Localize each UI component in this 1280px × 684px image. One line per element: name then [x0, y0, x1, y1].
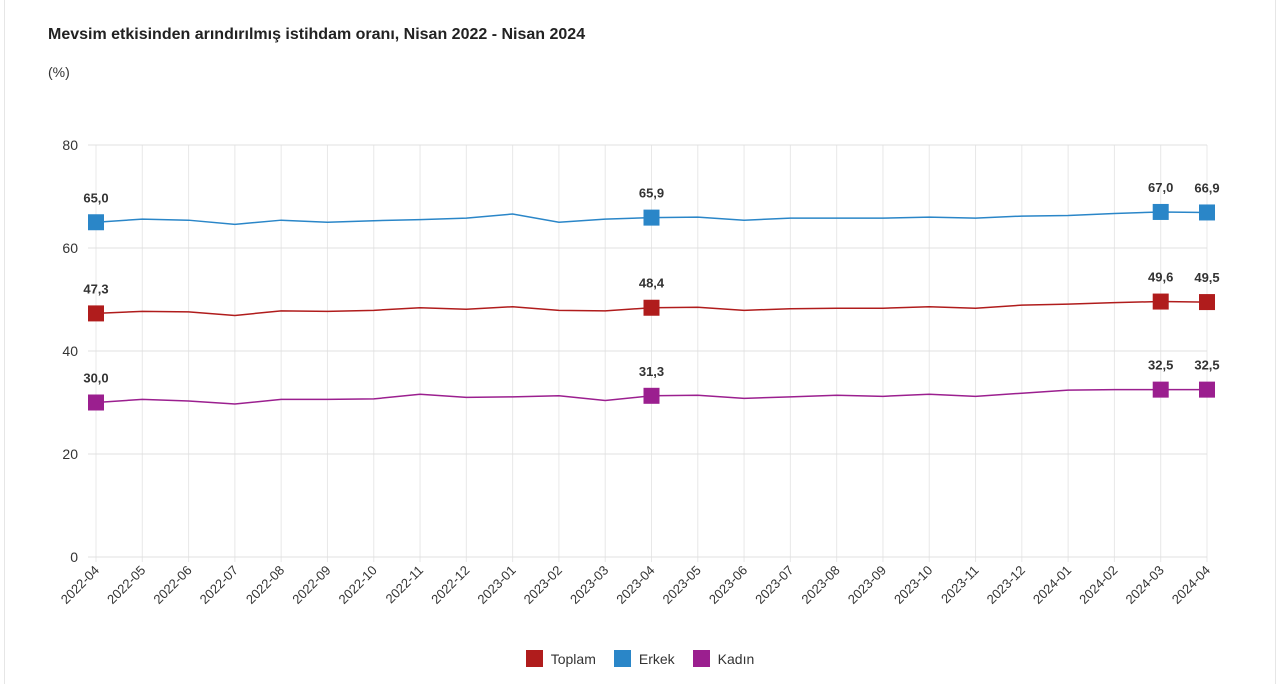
x-tick-label: 2022-07 [197, 563, 241, 607]
x-tick-label: 2024-03 [1122, 563, 1166, 607]
y-tick-label: 40 [62, 343, 78, 359]
x-tick-label: 2023-07 [752, 563, 796, 607]
data-point-marker [1199, 204, 1215, 221]
data-point-marker [643, 299, 660, 316]
data-label: 48,4 [639, 276, 665, 291]
data-label: 32,5 [1148, 358, 1173, 373]
data-label: 65,9 [639, 186, 664, 201]
x-tick-label: 2024-02 [1076, 563, 1120, 607]
data-point-marker [88, 394, 104, 411]
y-tick-label: 20 [62, 446, 78, 462]
legend-item-erkek[interactable]: Erkek [613, 650, 675, 667]
x-tick-label: 2022-06 [150, 563, 194, 607]
x-tick-label: 2023-12 [984, 563, 1028, 607]
data-point-marker [643, 387, 660, 404]
x-tick-label: 2023-10 [891, 563, 935, 607]
y-tick-label: 60 [62, 240, 78, 256]
data-label: 49,6 [1148, 270, 1173, 285]
x-tick-label: 2022-05 [104, 563, 148, 607]
data-point-marker [1199, 381, 1215, 398]
y-tick-label: 0 [70, 549, 78, 565]
chart-frame [4, 0, 1276, 684]
legend-swatch [613, 650, 631, 667]
legend-item-toplam[interactable]: Toplam [525, 650, 596, 667]
x-tick-label: 2023-06 [706, 563, 750, 607]
x-tick-label: 2023-04 [613, 563, 657, 607]
data-label: 66,9 [1194, 180, 1219, 195]
data-point-marker [1152, 293, 1169, 310]
x-tick-label: 2022-04 [58, 563, 102, 607]
x-tick-label: 2022-11 [382, 563, 426, 607]
x-tick-label: 2023-01 [474, 563, 518, 607]
x-tick-label: 2023-09 [845, 563, 889, 607]
x-tick-label: 2022-09 [289, 563, 333, 607]
legend-swatch [525, 650, 543, 667]
x-tick-label: 2023-05 [660, 563, 704, 607]
data-label: 49,5 [1194, 270, 1219, 285]
x-tick-label: 2023-11 [938, 563, 982, 607]
x-tick-label: 2022-12 [428, 563, 472, 607]
legend-label: Toplam [550, 650, 596, 667]
x-tick-label: 2024-01 [1030, 563, 1074, 607]
x-tick-label: 2024-04 [1169, 563, 1213, 607]
x-tick-label: 2023-03 [567, 563, 611, 607]
legend-item-kadin[interactable]: Kadın [692, 650, 755, 667]
legend-label: Erkek [638, 650, 675, 667]
data-label: 31,3 [639, 364, 664, 379]
data-point-marker [643, 209, 660, 226]
x-tick-label: 2022-10 [336, 563, 380, 607]
data-point-marker [88, 305, 104, 322]
data-point-marker [1152, 203, 1169, 220]
data-label: 30,0 [83, 371, 108, 386]
data-label: 32,5 [1194, 358, 1219, 373]
data-point-marker [1152, 381, 1169, 398]
data-point-marker [1199, 294, 1215, 311]
data-label: 67,0 [1148, 180, 1173, 195]
y-axis-unit: (%) [48, 64, 70, 80]
y-tick-label: 80 [62, 137, 78, 153]
data-point-marker [88, 214, 104, 231]
x-tick-label: 2023-02 [521, 563, 565, 607]
x-tick-label: 2023-08 [798, 563, 842, 607]
x-tick-label: 2022-08 [243, 563, 287, 607]
data-label: 65,0 [83, 190, 108, 205]
data-label: 47,3 [83, 281, 108, 296]
legend-swatch [692, 650, 710, 667]
chart-title: Mevsim etkisinden arındırılmış istihdam … [48, 26, 586, 43]
legend-label: Kadın [717, 650, 755, 667]
legend: Toplam Erkek Kadın [0, 650, 1280, 667]
